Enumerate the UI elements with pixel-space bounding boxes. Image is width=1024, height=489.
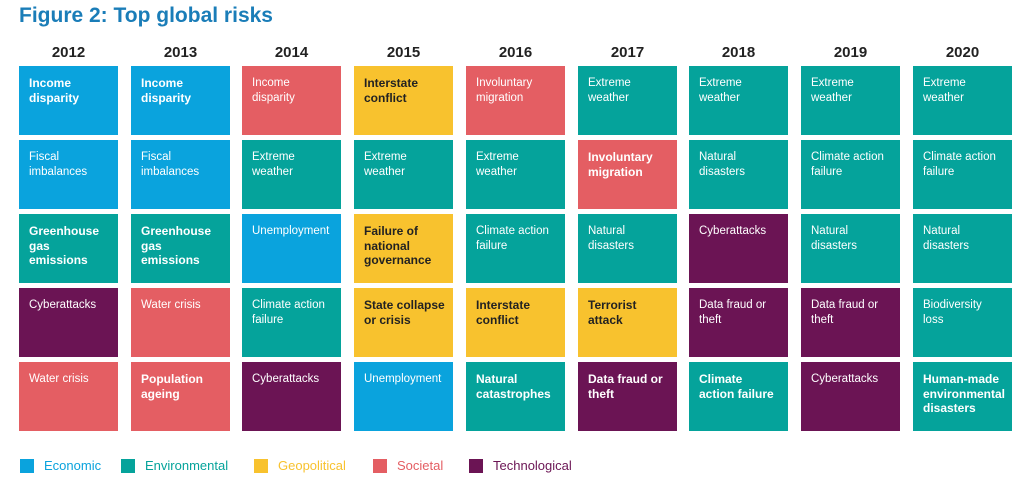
risk-cell-2018-rank-4: Data fraud or theft	[689, 288, 788, 357]
risk-cell-2018-rank-5: Climate action failure	[689, 362, 788, 431]
risk-cell-2016-rank-3: Climate action failure	[466, 214, 565, 283]
year-label-2016: 2016	[498, 44, 533, 61]
risk-cell-2013-rank-5: Population ageing	[131, 362, 230, 431]
year-label-2019: 2019	[833, 44, 868, 61]
risk-cell-2017-rank-3: Natural disasters	[578, 214, 677, 283]
figure-title: Figure 2: Top global risks	[19, 4, 273, 27]
legend-swatch-technological	[469, 459, 483, 473]
year-header-row: 2012 2013 2014 2015 2016 2017 2018 2019 2020	[19, 44, 1010, 64]
year-label-2013: 2013	[163, 44, 198, 61]
risk-cell-2015-rank-2: Extreme weather	[354, 140, 453, 209]
risk-cell-2014-rank-2: Extreme weather	[242, 140, 341, 209]
risk-cell-2012-rank-3: Greenhouse gas emissions	[19, 214, 118, 283]
risk-cell-2017-rank-4: Terrorist attack	[578, 288, 677, 357]
year-label-2014: 2014	[274, 44, 309, 61]
risk-cell-2017-rank-1: Extreme weather	[578, 66, 677, 135]
risk-cell-2016-rank-2: Extreme weather	[466, 140, 565, 209]
risk-cell-2019-rank-5: Cyberattacks	[801, 362, 900, 431]
risk-cell-2020-rank-2: Climate action failure	[913, 140, 1012, 209]
risk-cell-2013-rank-1: Income disparity	[131, 66, 230, 135]
risk-cell-2012-rank-2: Fiscal imbalances	[19, 140, 118, 209]
risk-cell-2017-rank-2: Involuntary migration	[578, 140, 677, 209]
risk-cell-2012-rank-1: Income disparity	[19, 66, 118, 135]
risk-cell-2020-rank-4: Biodiversity loss	[913, 288, 1012, 357]
risk-cell-2016-rank-4: Interstate conflict	[466, 288, 565, 357]
risk-cell-2020-rank-5: Human-made environmental disasters	[913, 362, 1012, 431]
year-label-2012: 2012	[51, 44, 86, 61]
risk-cell-2016-rank-5: Natural catastrophes	[466, 362, 565, 431]
legend-label-geopolitical: Geopolitical	[278, 458, 346, 473]
risk-cell-2017-rank-5: Data fraud or theft	[578, 362, 677, 431]
legend-swatch-economic	[20, 459, 34, 473]
risk-cell-2013-rank-3: Greenhouse gas emissions	[131, 214, 230, 283]
legend-swatch-societal	[373, 459, 387, 473]
risk-cell-2020-rank-3: Natural disasters	[913, 214, 1012, 283]
risk-cell-2018-rank-1: Extreme weather	[689, 66, 788, 135]
risk-cell-2013-rank-2: Fiscal imbalances	[131, 140, 230, 209]
legend-label-economic: Economic	[44, 458, 102, 473]
risk-cell-2016-rank-1: Involuntary migration	[466, 66, 565, 135]
risk-cell-2014-rank-5: Cyberattacks	[242, 362, 341, 431]
risk-cell-2015-rank-5: Unemployment	[354, 362, 453, 431]
risk-cell-2014-rank-1: Income disparity	[242, 66, 341, 135]
risk-cell-2020-rank-1: Extreme weather	[913, 66, 1012, 135]
risk-cell-2012-rank-4: Cyberattacks	[19, 288, 118, 357]
risk-cell-2012-rank-5: Water crisis	[19, 362, 118, 431]
risk-cell-2019-rank-3: Natural disasters	[801, 214, 900, 283]
legend-swatch-geopolitical	[254, 459, 268, 473]
risk-cell-2014-rank-4: Climate action failure	[242, 288, 341, 357]
risk-cell-2018-rank-3: Cyberattacks	[689, 214, 788, 283]
year-label-2017: 2017	[610, 44, 645, 61]
risk-cell-2019-rank-2: Climate action failure	[801, 140, 900, 209]
legend-swatch-environmental	[121, 459, 135, 473]
risk-cell-2015-rank-1: Interstate conflict	[354, 66, 453, 135]
risk-cell-2015-rank-3: Failure of national governance	[354, 214, 453, 283]
risk-cell-2018-rank-2: Natural disasters	[689, 140, 788, 209]
legend-label-societal: Societal	[397, 458, 444, 473]
year-label-2015: 2015	[386, 44, 421, 61]
legend-label-environmental: Environmental	[145, 458, 229, 473]
risk-cell-2019-rank-4: Data fraud or theft	[801, 288, 900, 357]
risk-cell-2014-rank-3: Unemployment	[242, 214, 341, 283]
risk-grid: Income disparity Fiscal imbalances Greenho…	[19, 66, 1012, 434]
risk-cell-2013-rank-4: Water crisis	[131, 288, 230, 357]
year-label-2018: 2018	[721, 44, 756, 61]
legend-label-technological: Technological	[493, 458, 572, 473]
risk-cell-2019-rank-1: Extreme weather	[801, 66, 900, 135]
risk-cell-2015-rank-4: State collapse or crisis	[354, 288, 453, 357]
legend: Economic Environmental Geopolitical Societa…	[20, 458, 720, 476]
year-label-2020: 2020	[945, 44, 980, 61]
